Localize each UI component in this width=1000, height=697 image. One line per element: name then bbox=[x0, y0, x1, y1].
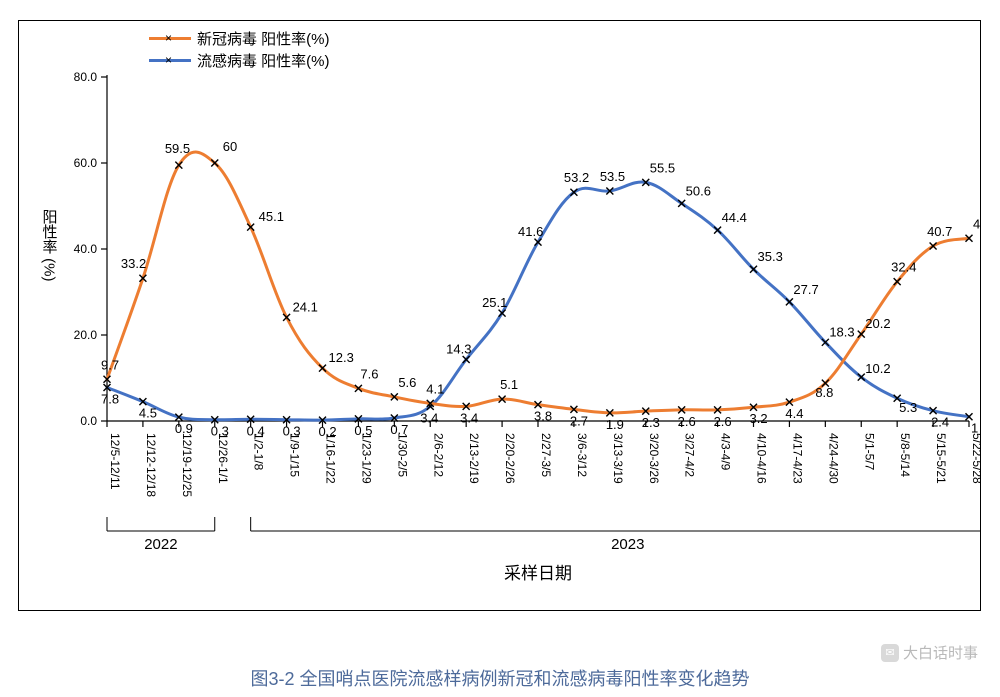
svg-text:1/16-1/22: 1/16-1/22 bbox=[324, 433, 338, 484]
svg-text:9.7: 9.7 bbox=[101, 357, 119, 372]
svg-text:4/3-4/9: 4/3-4/9 bbox=[719, 433, 733, 471]
svg-text:1: 1 bbox=[971, 421, 978, 436]
svg-text:20.0: 20.0 bbox=[74, 328, 98, 342]
svg-text:55.5: 55.5 bbox=[650, 160, 675, 175]
svg-text:4/17-4/23: 4/17-4/23 bbox=[790, 433, 804, 484]
svg-text:12.3: 12.3 bbox=[329, 350, 354, 365]
svg-text:1.9: 1.9 bbox=[606, 417, 624, 432]
svg-text:12/12-12/18: 12/12-12/18 bbox=[144, 433, 158, 497]
svg-text:1/30-2/5: 1/30-2/5 bbox=[395, 433, 409, 477]
svg-text:2.6: 2.6 bbox=[678, 414, 696, 429]
svg-text:0.0: 0.0 bbox=[80, 414, 97, 428]
svg-text:5/1-5/7: 5/1-5/7 bbox=[862, 433, 876, 471]
svg-text:4.4: 4.4 bbox=[785, 406, 803, 421]
svg-text:25.1: 25.1 bbox=[482, 295, 507, 310]
svg-text:2/20-2/26: 2/20-2/26 bbox=[503, 433, 517, 484]
svg-text:14.3: 14.3 bbox=[446, 342, 471, 357]
svg-text:24.1: 24.1 bbox=[293, 299, 318, 314]
svg-text:41.6: 41.6 bbox=[518, 224, 543, 239]
svg-text:3.4: 3.4 bbox=[420, 410, 438, 425]
svg-text:32.4: 32.4 bbox=[891, 260, 916, 275]
wechat-icon: ✉ bbox=[881, 644, 899, 662]
svg-text:35.3: 35.3 bbox=[758, 249, 783, 264]
svg-text:2.3: 2.3 bbox=[642, 415, 660, 430]
svg-text:40.7: 40.7 bbox=[927, 224, 952, 239]
svg-text:2.4: 2.4 bbox=[931, 415, 949, 430]
svg-text:1/23-1/29: 1/23-1/29 bbox=[359, 433, 373, 484]
svg-text:1/2-1/8: 1/2-1/8 bbox=[252, 433, 266, 471]
watermark-text: 大白话时事 bbox=[903, 642, 978, 663]
svg-text:59.5: 59.5 bbox=[165, 141, 190, 156]
svg-text:20.2: 20.2 bbox=[865, 316, 890, 331]
svg-text:3/27-4/2: 3/27-4/2 bbox=[683, 433, 697, 477]
svg-text:1/9-1/15: 1/9-1/15 bbox=[288, 433, 302, 477]
svg-text:12/19-12/25: 12/19-12/25 bbox=[180, 433, 194, 497]
svg-text:0.2: 0.2 bbox=[319, 424, 337, 439]
svg-text:2.6: 2.6 bbox=[714, 414, 732, 429]
svg-text:40.0: 40.0 bbox=[74, 242, 98, 256]
svg-text:0.7: 0.7 bbox=[390, 422, 408, 437]
svg-text:42.5: 42.5 bbox=[973, 216, 980, 231]
svg-text:53.2: 53.2 bbox=[564, 170, 589, 185]
svg-text:18.3: 18.3 bbox=[829, 324, 854, 339]
svg-text:3/6-3/12: 3/6-3/12 bbox=[575, 433, 589, 477]
svg-text:4.5: 4.5 bbox=[139, 406, 157, 421]
svg-text:44.4: 44.4 bbox=[722, 210, 747, 225]
svg-text:0.4: 0.4 bbox=[247, 423, 265, 438]
svg-text:3.4: 3.4 bbox=[460, 410, 478, 425]
svg-text:阳性率 (%): 阳性率 (%) bbox=[41, 209, 58, 282]
svg-text:0.3: 0.3 bbox=[283, 424, 301, 439]
svg-text:3.8: 3.8 bbox=[534, 409, 552, 424]
svg-text:2.7: 2.7 bbox=[570, 413, 588, 428]
svg-text:12/5-12/11: 12/5-12/11 bbox=[108, 433, 122, 490]
svg-text:0.5: 0.5 bbox=[354, 423, 372, 438]
svg-text:2/6-2/12: 2/6-2/12 bbox=[431, 433, 445, 477]
svg-text:7.8: 7.8 bbox=[101, 391, 119, 406]
svg-text:10.2: 10.2 bbox=[865, 361, 890, 376]
svg-text:60: 60 bbox=[223, 139, 237, 154]
svg-text:5.1: 5.1 bbox=[500, 377, 518, 392]
svg-text:2/27-3/5: 2/27-3/5 bbox=[539, 433, 553, 477]
svg-text:45.1: 45.1 bbox=[259, 209, 284, 224]
svg-text:5.3: 5.3 bbox=[899, 400, 917, 415]
svg-text:33.2: 33.2 bbox=[121, 256, 146, 271]
svg-text:3/20-3/26: 3/20-3/26 bbox=[647, 433, 661, 484]
chart-frame: × 新冠病毒 阳性率(%) × 流感病毒 阳性率(%) 0.020.040.06… bbox=[18, 20, 981, 611]
chart-plot: 0.020.040.060.080.0阳性率 (%)12/5-12/1112/1… bbox=[19, 21, 980, 610]
svg-text:2/13-2/19: 2/13-2/19 bbox=[467, 433, 481, 484]
svg-text:5/8-5/14: 5/8-5/14 bbox=[898, 433, 912, 477]
svg-text:采样日期: 采样日期 bbox=[504, 564, 572, 583]
svg-text:0.9: 0.9 bbox=[175, 421, 193, 436]
svg-text:0.3: 0.3 bbox=[211, 424, 229, 439]
svg-text:2023: 2023 bbox=[611, 536, 644, 553]
svg-text:12/26-1/1: 12/26-1/1 bbox=[216, 433, 230, 484]
svg-text:3.2: 3.2 bbox=[750, 411, 768, 426]
svg-text:3/13-3/19: 3/13-3/19 bbox=[611, 433, 625, 484]
svg-text:4.1: 4.1 bbox=[426, 381, 444, 396]
svg-text:60.0: 60.0 bbox=[74, 156, 98, 170]
svg-text:5/22-5/28: 5/22-5/28 bbox=[970, 433, 980, 484]
svg-text:27.7: 27.7 bbox=[793, 282, 818, 297]
svg-text:4/24-4/30: 4/24-4/30 bbox=[826, 433, 840, 484]
svg-text:7.6: 7.6 bbox=[360, 366, 378, 381]
svg-text:53.5: 53.5 bbox=[600, 169, 625, 184]
svg-text:2022: 2022 bbox=[144, 536, 177, 553]
svg-text:50.6: 50.6 bbox=[686, 183, 711, 198]
watermark: ✉ 大白话时事 bbox=[881, 642, 978, 663]
svg-text:5/15-5/21: 5/15-5/21 bbox=[934, 433, 948, 484]
svg-text:8.8: 8.8 bbox=[815, 385, 833, 400]
svg-text:80.0: 80.0 bbox=[74, 70, 98, 84]
svg-text:5.6: 5.6 bbox=[398, 375, 416, 390]
chart-caption: 图3-2 全国哨点医院流感样病例新冠和流感病毒阳性率变化趋势 bbox=[0, 665, 1000, 691]
svg-text:4/10-4/16: 4/10-4/16 bbox=[755, 433, 769, 484]
